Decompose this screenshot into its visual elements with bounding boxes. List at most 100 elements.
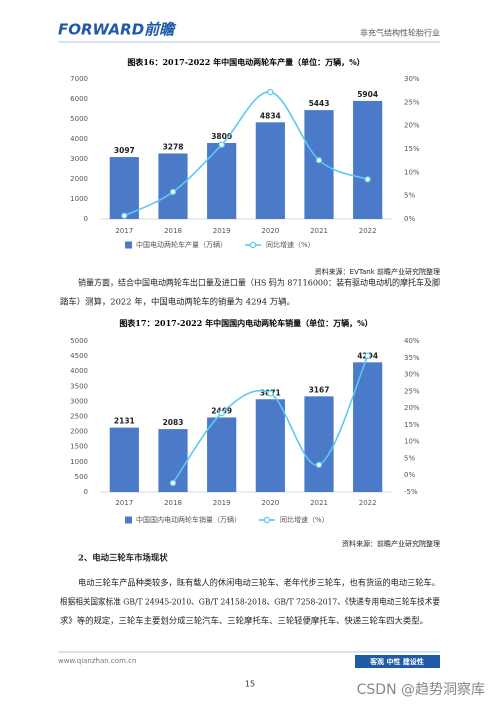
legend-label: 中国国内电动两轮车销量（万辆） <box>136 515 241 524</box>
value-label: 3097 <box>114 146 135 155</box>
value-label: 3278 <box>163 142 184 151</box>
y2-tick-label: 0% <box>404 471 415 479</box>
growth-marker <box>121 212 128 219</box>
y-tick-label: 7000 <box>70 75 88 83</box>
value-label: 3800 <box>211 132 232 141</box>
value-label: 4834 <box>260 111 281 120</box>
y-tick-label: 5000 <box>70 115 88 123</box>
y2-tick-label: 20% <box>404 404 420 412</box>
y-tick-label: 2000 <box>70 428 88 436</box>
y-tick-label: 5000 <box>70 337 88 345</box>
legend-label: 同比增速（%） <box>266 240 315 249</box>
x-tick-label: 2018 <box>164 499 182 507</box>
bar <box>158 153 188 219</box>
bar <box>109 157 139 219</box>
y2-tick-label: 15% <box>404 145 420 153</box>
logo: FORWARD前瞻 <box>58 21 177 39</box>
y2-tick-label: 20% <box>404 122 420 130</box>
y-tick-label: 3000 <box>70 397 88 405</box>
page-number: 15 <box>245 680 255 689</box>
chart-title: 图表17：2017-2022 年中国国内电动两轮车销量（单位：万辆，%） <box>119 318 372 328</box>
y-tick-label: 3500 <box>70 382 88 390</box>
x-tick-label: 2019 <box>213 227 231 235</box>
x-tick-label: 2017 <box>115 499 133 507</box>
y-tick-label: 1000 <box>70 195 88 203</box>
bar <box>304 110 334 219</box>
watermark: CSDN @趋势洞察库 <box>357 681 485 698</box>
x-tick-label: 2021 <box>310 227 328 235</box>
bar <box>353 100 383 219</box>
industry: 非充气结构性轮胎行业 <box>360 28 440 38</box>
y-tick-label: 2000 <box>70 175 88 183</box>
growth-marker <box>315 461 323 469</box>
value-label: 2083 <box>163 418 184 427</box>
value-label: 2131 <box>114 417 135 426</box>
y-tick-label: 3000 <box>70 155 88 163</box>
bar <box>207 417 237 492</box>
source: 资料来源：前瞻产业研究院整理 <box>342 539 440 548</box>
growth-marker <box>364 176 371 183</box>
y2-tick-label: 40% <box>404 337 420 345</box>
y2-tick-label: 30% <box>404 75 420 83</box>
x-tick-label: 2017 <box>115 227 133 235</box>
x-tick-label: 2022 <box>359 499 377 507</box>
value-label: 5443 <box>309 99 330 108</box>
growth-marker <box>364 352 371 359</box>
growth-line <box>172 355 369 484</box>
growth-marker <box>169 188 177 196</box>
legend-label: 同比增速（%） <box>280 515 329 524</box>
y2-tick-label: 10% <box>404 168 420 176</box>
y2-tick-label: 30% <box>404 371 420 379</box>
x-tick-label: 2018 <box>164 227 182 235</box>
y2-tick-label: 0% <box>404 215 415 223</box>
x-tick-label: 2019 <box>213 499 231 507</box>
growth-marker <box>218 409 225 417</box>
slogan: 客观 中性 建设性 <box>369 657 424 666</box>
legend-swatch <box>249 241 257 249</box>
legend-swatch <box>125 516 132 524</box>
paragraph-line: 电动三轮车产品种类较多，既有载人的休闲电动三轮车、老年代步三轮车，也有货运的电动… <box>78 578 440 588</box>
y-tick-label: 0 <box>84 488 88 496</box>
y-tick-label: 4500 <box>70 352 88 360</box>
y2-tick-label: 15% <box>404 421 420 429</box>
x-tick-label: 2020 <box>261 499 279 507</box>
y2-tick-label: -5% <box>404 488 418 496</box>
y-tick-label: 500 <box>75 473 88 481</box>
x-tick-label: 2020 <box>261 227 279 235</box>
chart-title: 图表16：2017-2022 年中国电动两轮车产量（单位：万辆，%） <box>127 57 364 67</box>
value-label: 3167 <box>309 385 330 394</box>
legend-swatch <box>263 516 271 524</box>
y2-tick-label: 25% <box>404 98 420 106</box>
growth-marker <box>315 156 323 164</box>
bar <box>304 396 334 492</box>
y-tick-label: 0 <box>84 215 88 223</box>
x-tick-label: 2022 <box>359 227 377 235</box>
growth-marker <box>267 88 274 96</box>
bar <box>255 399 285 492</box>
bar <box>109 427 139 492</box>
y2-tick-label: 5% <box>404 454 415 462</box>
slogan-box <box>355 655 440 668</box>
source: 资料来源：EVTank 前瞻产业研究院整理 <box>315 267 440 276</box>
growth-marker <box>267 390 274 397</box>
growth-marker <box>169 479 177 487</box>
paragraph-line: 根据相关国家标准 GB/T 24945-2010、GB/T 24158-2018… <box>60 597 440 607</box>
y2-tick-label: 35% <box>404 354 420 362</box>
y-tick-label: 4000 <box>70 367 88 375</box>
x-tick-label: 2021 <box>310 499 328 507</box>
footer-url: www.qianzhan.com.cn <box>58 657 136 665</box>
legend-label: 中国电动两轮车产量（万辆） <box>136 240 227 249</box>
y-tick-label: 1500 <box>70 443 88 451</box>
paragraph-line: 销量方面，结合中国电动两轮车出口量及进口量（HS 码为 87116000：装有驱… <box>78 278 440 288</box>
y2-tick-label: 5% <box>404 192 415 200</box>
bar <box>255 122 285 219</box>
y2-tick-label: 25% <box>404 387 420 395</box>
paragraph-line: 踏车）测算，2022 年，中国电动两轮车的销量为 4294 万辆。 <box>60 297 295 307</box>
y-tick-label: 1000 <box>70 458 88 466</box>
heading: 2、电动三轮车市场现状 <box>78 553 168 563</box>
y2-tick-label: 10% <box>404 438 420 446</box>
legend-swatch <box>125 241 132 249</box>
y-tick-label: 2500 <box>70 413 88 421</box>
